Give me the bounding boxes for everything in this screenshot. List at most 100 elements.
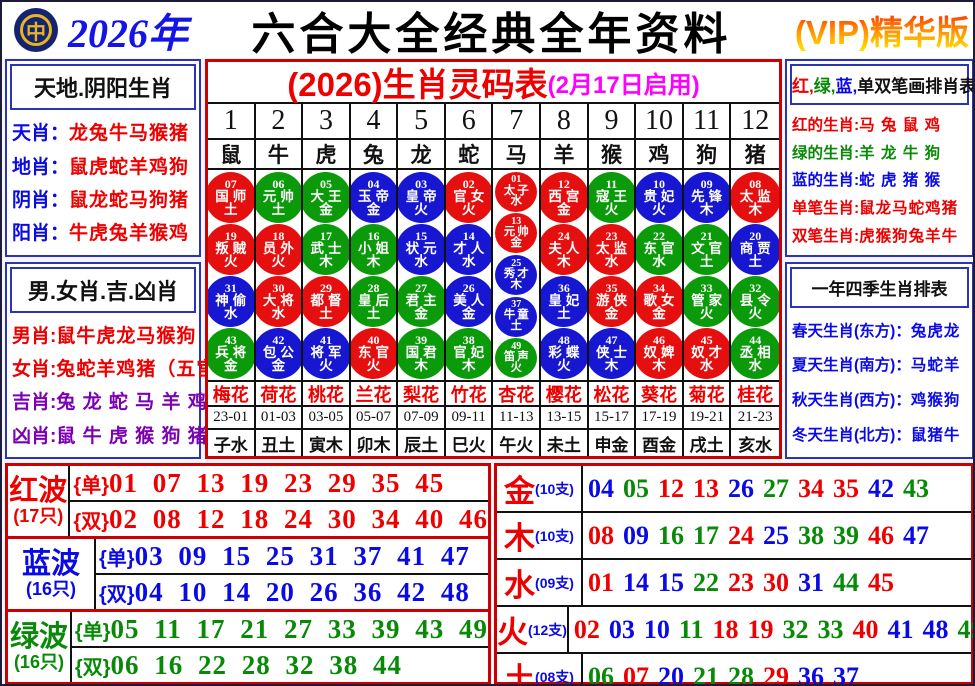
number-ball: 40 东官火 — [350, 327, 397, 379]
wave-group: 蓝波 (16只) {单} 03 09 15 25 31 37 41 47 {双} 04 1… — [8, 536, 488, 609]
element-name: 水 — [504, 568, 536, 603]
wave-row: {单} 01 07 13 19 23 29 35 45 — [70, 466, 488, 500]
ball-number: 02 — [462, 176, 475, 191]
wave-name: 绿波 — [9, 621, 68, 654]
panel-colors-rows: 红的生肖: 马 兔 鼠 鸡绿的生肖: 羊 龙 牛 狗蓝的生肖: 蛇 虎 猪 猴单笔生肖… — [787, 108, 972, 255]
number-ball: 43 兵将金 — [208, 327, 254, 379]
ball-role: 先锋 — [691, 188, 727, 204]
ball-element: 水 — [699, 357, 714, 373]
wave-label: 红波 (17只) — [8, 466, 71, 536]
sidebar-row: 地肖： 鼠虎蛇羊鸡狗 — [12, 152, 194, 179]
zodiac-cell: 羊 — [541, 140, 589, 168]
element-row: 土 (08支) 06 07 20 21 28 29 36 37 — [497, 652, 971, 686]
wave-label: 蓝波 (16只) — [8, 539, 96, 609]
ball-role: 西宫 — [548, 188, 584, 204]
row-value: 兔 龙 蛇 马 羊 鸡 — [56, 392, 208, 414]
row-label: 春天生肖(东方)： — [792, 322, 911, 340]
element-number: 07 — [623, 661, 649, 686]
vip-badge: (VIP)精华版 — [795, 6, 969, 54]
panel-tiandi: 天地.阴阳生肖 天肖： 龙兔牛马猴猪 地肖： 鼠虎蛇羊鸡狗 阴肖： 鼠龙蛇马狗猪 阳肖： 牛虎… — [5, 59, 201, 257]
wave-odd-even-label: {双} — [74, 656, 111, 679]
ball-number: 24 — [557, 228, 570, 243]
element-number: 12 — [658, 473, 684, 503]
title-part: 单双笔画排肖表 — [857, 77, 975, 96]
ball-element: 木 — [414, 357, 428, 373]
number-ball: 41 将军火 — [303, 327, 349, 379]
ball-role: 才人 — [453, 240, 489, 256]
element-number: 36 — [798, 661, 824, 686]
number-ball: 47 侠士木 — [588, 327, 635, 379]
branch-cell: 亥水 — [738, 435, 773, 455]
hour-range-cell: 09-11 — [446, 407, 494, 428]
ball-number: 47 — [605, 332, 618, 347]
ball-number: 18 — [272, 228, 285, 243]
ball-element: 火 — [461, 201, 476, 217]
ball-element: 火 — [652, 201, 666, 217]
zodiac-row: 鼠牛虎兔龙蛇马羊猴鸡狗猪 — [208, 140, 779, 170]
ball-column: 08 太监木 20 商贾土 32 县令火 44 丞相水 — [731, 170, 779, 380]
sidebar-row: 吉肖: 兔 龙 蛇 马 羊 鸡 — [12, 387, 207, 414]
ball-role: 君主 — [405, 292, 441, 308]
row-value: 羊 龙 牛 狗 — [859, 144, 942, 162]
panel-nannv: 男.女肖.吉.凶肖 男肖: 鼠牛虎龙马猴狗 女肖: 兔蛇羊鸡猪（五宫） 吉肖: 兔 龙 蛇… — [5, 261, 235, 459]
element-number: 40 — [852, 614, 879, 644]
element-count: (10支) — [535, 527, 574, 544]
sidebar-row: 绿的生肖: 羊 龙 牛 狗 — [792, 141, 967, 163]
ball-element: 土 — [224, 201, 238, 217]
hour-range-cell: 23-01 — [208, 407, 256, 428]
row-label: 秋天生肖(西方)： — [792, 392, 911, 410]
wave-count: (16只) — [13, 651, 64, 672]
hour-range-row: 23-01 01-03 03-05 05-07 07-09 09-11 11-13 13-15… — [208, 407, 779, 430]
row-value: 虎猴狗兔羊牛 — [859, 227, 959, 245]
ball-role: 牛童 — [503, 309, 531, 322]
element-label: 金 (10支) — [497, 466, 583, 511]
ball-role: 大将 — [262, 292, 298, 308]
number-ball: 25 秀才木 — [495, 254, 538, 295]
ball-number: 19 — [224, 228, 237, 243]
ball-number: 22 — [653, 228, 666, 243]
row-value: 鼠 牛 虎 猴 狗 猪 — [56, 425, 208, 447]
wave-number-table: 红波 (17只) {单} 01 07 13 19 23 29 35 45 {双} 02 0… — [5, 463, 491, 684]
element-number: 03 — [608, 614, 635, 644]
ball-element: 土 — [319, 305, 333, 321]
ball-role: 彩蝶 — [548, 344, 584, 360]
element-row: 金 (10支) 04 05 12 13 26 27 34 35 42 43 — [497, 466, 971, 511]
zodiac-cell: 蛇 — [446, 140, 494, 168]
element-number: 20 — [658, 661, 684, 686]
flower-cell: 樱花 — [541, 382, 589, 405]
ball-role: 官妃 — [453, 344, 489, 360]
ball-element: 木 — [604, 357, 619, 373]
sidebar-row: 红的生肖: 马 兔 鼠 鸡 — [792, 113, 967, 135]
number-ball: 29 都督土 — [303, 275, 349, 327]
number-ball: 21 文官土 — [683, 223, 730, 275]
column-number: 12 — [741, 105, 770, 136]
ball-role: 皇帝 — [405, 188, 441, 204]
zodiac-cell: 马 — [493, 140, 542, 168]
ball-role: 笛声 — [503, 351, 531, 364]
panel-colors: 红,绿,蓝,单双笔画排肖表 红的生肖: 马 兔 鼠 鸡绿的生肖: 羊 龙 牛 狗蓝的… — [785, 59, 975, 257]
element-number: 44 — [833, 567, 859, 597]
number-ball: 12 西宫金 — [541, 171, 587, 223]
number-ball: 30 大将水 — [255, 275, 302, 327]
ball-number: 33 — [700, 280, 713, 295]
ball-role: 状元 — [405, 240, 441, 256]
ball-element: 水 — [271, 305, 286, 321]
ball-element: 土 — [699, 253, 714, 269]
element-number: 23 — [728, 567, 754, 597]
sidebar-row: 秋天生肖(西方)： 鸡猴狗 — [792, 388, 967, 410]
element-number: 26 — [728, 473, 754, 503]
ball-element: 火 — [224, 253, 238, 269]
ball-number: 29 — [319, 280, 332, 295]
ball-role: 武士 — [310, 240, 346, 256]
column-number: 11 — [684, 104, 732, 138]
ball-element: 金 — [366, 201, 381, 217]
number-ball: 14 才人水 — [445, 223, 492, 275]
ball-role: 太子 — [503, 184, 531, 197]
ball-role: 包公 — [262, 344, 298, 360]
element-number: 21 — [693, 661, 719, 686]
row-value: 马 兔 鼠 鸡 — [859, 116, 942, 134]
number-ball: 23 太监水 — [588, 223, 635, 275]
ball-number: 15 — [415, 228, 428, 243]
zodiac-cell: 狗 — [684, 140, 732, 168]
